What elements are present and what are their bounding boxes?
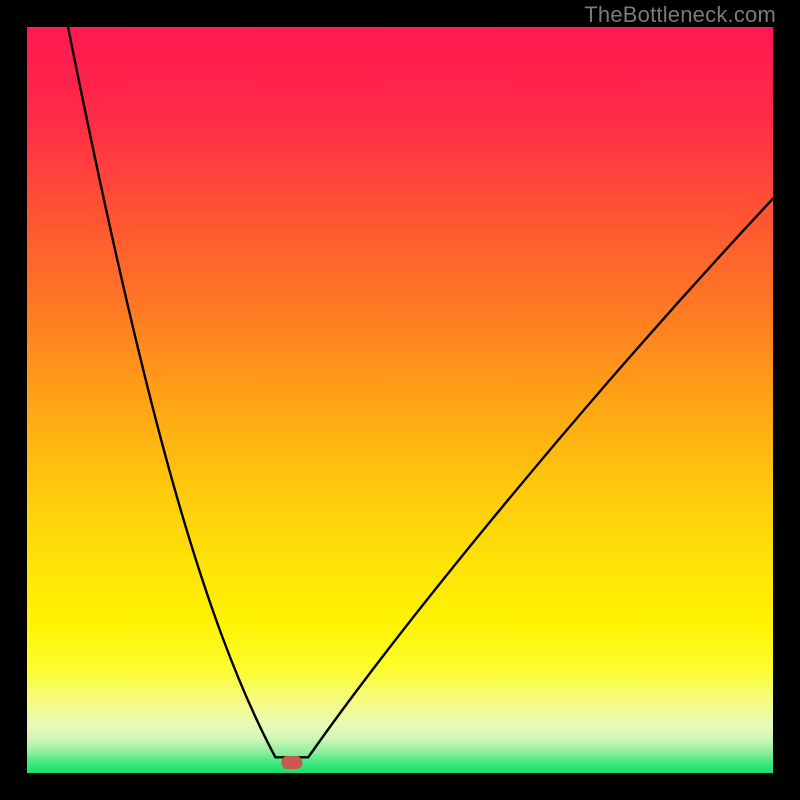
optimal-point-marker bbox=[281, 756, 302, 769]
plot-background-gradient bbox=[27, 27, 773, 773]
watermark-text: TheBottleneck.com bbox=[584, 2, 776, 28]
chart-container: TheBottleneck.com bbox=[0, 0, 800, 800]
bottleneck-chart-svg bbox=[0, 0, 800, 800]
